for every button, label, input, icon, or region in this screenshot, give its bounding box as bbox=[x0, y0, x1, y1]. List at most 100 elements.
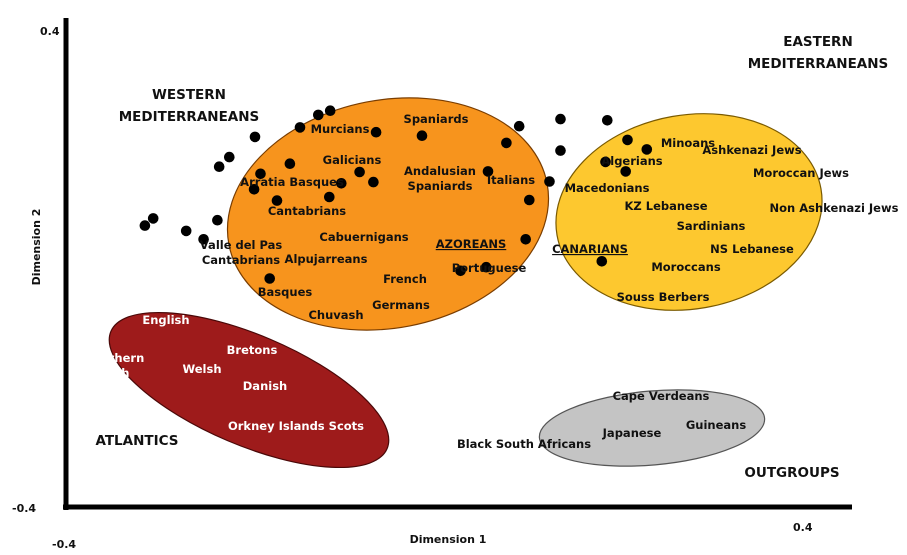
point-labels: SpaniardsMurciansGaliciansAndalusianSpan… bbox=[86, 112, 899, 451]
point-label: AZOREANS bbox=[436, 237, 507, 251]
point-label: French bbox=[383, 272, 427, 286]
x-axis-title: Dimension 1 bbox=[410, 533, 487, 546]
data-point bbox=[354, 166, 365, 178]
x-tick-max: 0.4 bbox=[793, 521, 813, 534]
x-tick-min: -0.4 bbox=[52, 538, 76, 551]
point-label: Danish bbox=[243, 379, 287, 393]
data-point bbox=[482, 166, 494, 177]
data-point bbox=[264, 273, 276, 284]
axes: 0.4 -0.4 -0.4 0.4 Dimension 1 Dimension … bbox=[12, 18, 852, 551]
point-label: Japanese bbox=[602, 426, 662, 440]
group-label-western: MEDITERRANEANS bbox=[119, 109, 260, 125]
group-ellipses bbox=[108, 97, 823, 469]
data-point bbox=[368, 176, 379, 188]
point-label: Andalusian bbox=[404, 164, 476, 178]
point-label: Irish bbox=[101, 366, 130, 380]
point-label: Italians bbox=[487, 173, 535, 187]
data-point bbox=[255, 168, 266, 180]
atlantics-cluster-ellipse bbox=[108, 311, 390, 469]
data-point bbox=[370, 126, 382, 138]
point-label: Murcians bbox=[311, 122, 370, 136]
point-label: NS Lebanese bbox=[710, 242, 794, 256]
point-label: Spaniards bbox=[404, 112, 469, 126]
point-label: English bbox=[142, 313, 189, 327]
point-label: Cantabrians bbox=[202, 253, 280, 267]
data-point bbox=[416, 130, 428, 141]
group-label-eastern: MEDITERRANEANS bbox=[748, 56, 889, 72]
data-point bbox=[147, 213, 159, 224]
y-tick-max: 0.4 bbox=[40, 25, 60, 38]
data-point bbox=[324, 105, 336, 116]
data-point bbox=[480, 261, 492, 273]
data-point bbox=[224, 151, 235, 163]
point-label: Guineans bbox=[686, 418, 747, 432]
point-label: Arratia Basques bbox=[240, 175, 344, 189]
data-point bbox=[313, 109, 324, 121]
point-label: Chuvash bbox=[308, 308, 363, 322]
point-label: Basques bbox=[258, 285, 313, 299]
point-label: Minoans bbox=[661, 136, 715, 150]
data-point bbox=[622, 134, 633, 146]
data-point bbox=[336, 178, 347, 189]
point-label: Black South Africans bbox=[457, 437, 591, 451]
point-label: Orkney Islands Scots bbox=[228, 419, 364, 433]
data-point bbox=[524, 194, 535, 206]
point-label: Cabuernigans bbox=[319, 230, 408, 244]
data-point bbox=[213, 161, 225, 172]
data-point bbox=[520, 234, 531, 245]
western-cluster-ellipse bbox=[226, 97, 550, 331]
data-point bbox=[513, 120, 525, 132]
point-label: CANARIANS bbox=[552, 242, 628, 256]
point-label: Northern bbox=[86, 351, 145, 365]
point-label: Cantabrians bbox=[268, 204, 346, 218]
point-label: Souss Berbers bbox=[617, 290, 710, 304]
point-label: Welsh bbox=[182, 362, 221, 376]
point-label: Galicians bbox=[323, 153, 382, 167]
data-point bbox=[620, 166, 631, 177]
point-label: Algerians bbox=[601, 154, 662, 168]
data-point bbox=[555, 113, 566, 125]
group-label-western: WESTERN bbox=[152, 87, 226, 103]
data-point bbox=[139, 220, 151, 231]
point-label: Spaniards bbox=[408, 179, 473, 193]
outgroups-cluster-ellipse bbox=[538, 389, 766, 467]
point-label: Sardinians bbox=[677, 219, 746, 233]
data-point bbox=[249, 131, 261, 143]
point-label: Alpujarreans bbox=[285, 252, 368, 266]
data-point bbox=[271, 195, 283, 206]
data-point bbox=[602, 115, 613, 126]
data-point bbox=[248, 184, 260, 195]
y-axis-title: Dimension 2 bbox=[30, 209, 43, 286]
point-label: Portuguese bbox=[452, 261, 527, 275]
data-point bbox=[555, 145, 566, 156]
group-labels: WESTERN MEDITERRANEANS EASTERN MEDITERRANEA… bbox=[95, 34, 888, 481]
point-label: Valle del Pas bbox=[200, 238, 283, 252]
point-label: Moroccan Jews bbox=[753, 166, 849, 180]
group-label-outgroups: OUTGROUPS bbox=[744, 465, 839, 481]
data-point bbox=[180, 225, 192, 237]
data-point bbox=[600, 156, 611, 168]
group-label-eastern: EASTERN bbox=[783, 34, 853, 50]
point-label: Moroccans bbox=[651, 260, 720, 274]
group-label-atlantics: ATLANTICS bbox=[95, 433, 178, 449]
y-tick-min: -0.4 bbox=[12, 502, 36, 515]
data-point bbox=[641, 144, 653, 155]
data-points bbox=[139, 105, 653, 284]
data-point bbox=[284, 158, 296, 169]
data-point bbox=[294, 122, 306, 133]
point-label: Bretons bbox=[227, 343, 278, 357]
data-point bbox=[324, 191, 335, 203]
point-label: Ashkenazi Jews bbox=[702, 143, 801, 157]
data-point bbox=[455, 265, 466, 277]
data-point bbox=[212, 214, 223, 226]
data-point bbox=[501, 137, 512, 149]
point-label: Germans bbox=[372, 298, 430, 312]
point-label: KZ Lebanese bbox=[624, 199, 707, 213]
point-label: Macedonians bbox=[565, 181, 650, 195]
point-label: Non Ashkenazi Jews bbox=[770, 201, 899, 215]
data-point bbox=[596, 255, 608, 267]
point-label: Cape Verdeans bbox=[613, 389, 710, 403]
eastern-cluster-ellipse bbox=[555, 113, 823, 311]
data-point bbox=[198, 234, 209, 245]
